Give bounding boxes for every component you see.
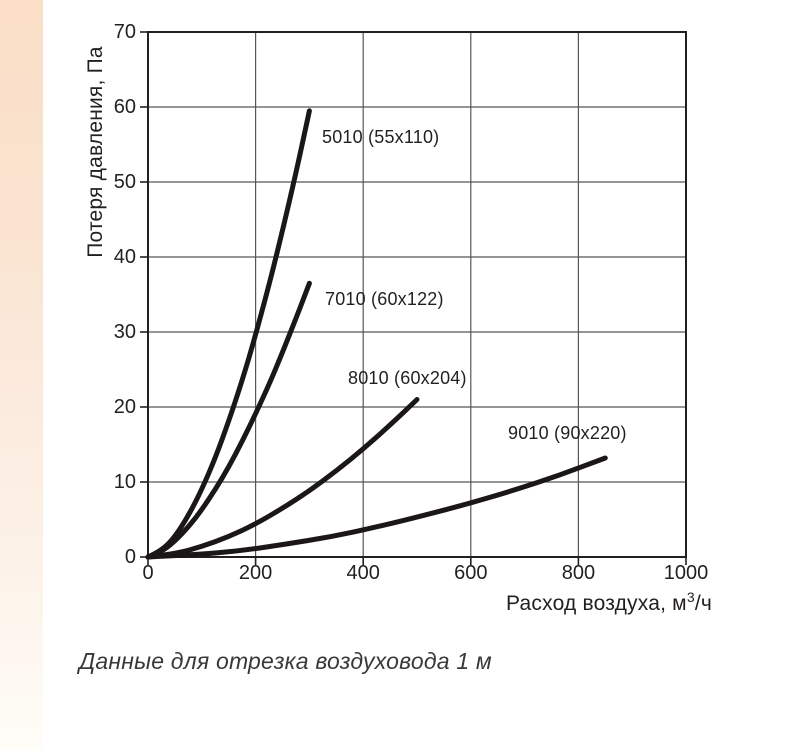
series-label-9010: 9010 (90x220) (508, 423, 627, 443)
series-label-8010: 8010 (60x204) (348, 368, 467, 388)
x-tick-label: 400 (346, 562, 380, 584)
series-label-5010: 5010 (55x110) (322, 127, 440, 147)
x-tick-label: 200 (238, 562, 273, 584)
plot-border (147, 31, 687, 558)
y-tick-label: 40 (113, 246, 136, 268)
x-tick-label: 800 (561, 562, 596, 584)
x-axis-title-base: Расход воздуха, м (506, 592, 687, 615)
x-axis-title-tail: /ч (694, 592, 712, 615)
series-label-7010: 7010 (60x122) (325, 289, 444, 309)
chart-canvas (140, 31, 687, 565)
y-tick-label: 70 (113, 21, 136, 43)
x-tick-label: 1000 (663, 562, 709, 584)
y-tick-label: 60 (113, 96, 136, 118)
y-tick-label: 20 (113, 396, 136, 418)
left-accent-strip (0, 0, 43, 750)
x-axis-title-sup: 3 (686, 589, 695, 605)
pressure-drop-chart: Потеря давления, Па Расход воздуха, м3/ч… (84, 21, 712, 616)
y-tick-label: 10 (113, 471, 136, 493)
curve-9010 (145, 455, 608, 560)
curve-5010 (145, 108, 312, 560)
x-tick-label: 0 (142, 562, 154, 584)
chart-caption: Данные для отрезка воздуховода 1 м (79, 648, 492, 674)
curve-7010 (145, 280, 312, 560)
curve-8010 (145, 397, 420, 560)
x-axis-title: Расход воздуха, м3/ч (506, 589, 712, 616)
y-tick-label: 0 (124, 546, 136, 568)
y-tick-label: 50 (113, 171, 136, 193)
x-tick-label: 600 (454, 562, 488, 584)
y-axis-title: Потеря давления, Па (84, 46, 107, 258)
y-tick-label: 30 (113, 321, 136, 343)
